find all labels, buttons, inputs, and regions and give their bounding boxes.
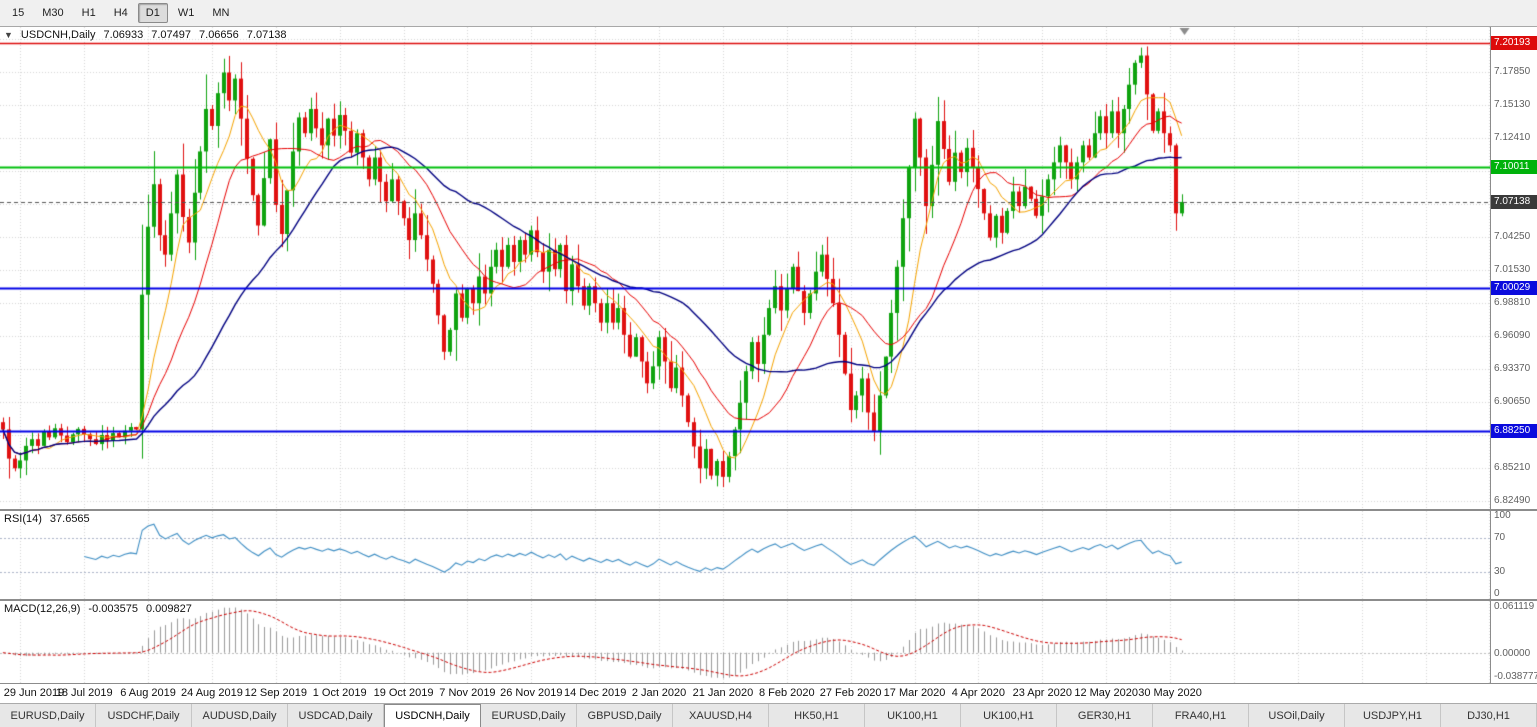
date-label: 4 Apr 2020 <box>951 687 1006 699</box>
chart-tab[interactable]: FRA40,H1 <box>1153 704 1249 727</box>
macd-signal-value: 0.009827 <box>145 603 192 615</box>
price-line-badge: 6.88250 <box>1491 424 1537 439</box>
date-label: 29 Jun 2019 <box>3 687 65 699</box>
main-chart-canvas[interactable] <box>0 27 1490 509</box>
timeframe-button-mn[interactable]: MN <box>212 7 230 19</box>
price-tick-label: 6.98810 <box>1494 297 1531 309</box>
date-axis[interactable]: 29 Jun 2019 18 Jul 2019 6 Aug 2019 24 Aug 2… <box>0 683 1537 703</box>
macd-label: MACD(12,26,9) -0.003575 0.009827 <box>4 603 192 615</box>
rsi-label: RSI(14) 37.6565 <box>4 513 90 525</box>
symbol-timeframe-label: USDCNH,Daily <box>20 29 96 41</box>
chart-tab[interactable]: DJ30,H1 <box>1441 704 1537 727</box>
chart-tab[interactable]: EURUSD,Daily <box>0 704 96 727</box>
rsi-pane: RSI(14) 37.6565 100 70 30 0 <box>0 509 1537 599</box>
macd-scale-label: 0.061119 <box>1494 601 1535 612</box>
rsi-scale-label: 100 <box>1494 511 1511 521</box>
rsi-indicator-name: RSI(14) <box>4 513 42 525</box>
price-line-badge: 7.00029 <box>1491 281 1537 296</box>
chart-tab[interactable]: USDJPY,H1 <box>1345 704 1441 727</box>
chart-tab[interactable]: GER30,H1 <box>1057 704 1153 727</box>
date-label: 12 May 2020 <box>1074 687 1138 699</box>
timeframe-button-h1[interactable]: H1 <box>81 7 96 19</box>
date-label: 19 Oct 2019 <box>373 687 434 699</box>
rsi-canvas[interactable] <box>0 511 1490 599</box>
date-label: 30 May 2020 <box>1138 687 1202 699</box>
price-line-badge: 7.10011 <box>1491 160 1537 175</box>
rsi-scale-label: 0 <box>1494 588 1500 599</box>
chart-tab[interactable]: GBPUSD,Daily <box>577 704 673 727</box>
ohlc-low: 7.06656 <box>199 29 239 41</box>
date-label: 12 Sep 2019 <box>244 687 308 699</box>
date-label: 21 Jan 2020 <box>692 687 754 699</box>
macd-scale-label: -0.038777 <box>1494 671 1537 682</box>
date-label: 24 Aug 2019 <box>181 687 243 699</box>
macd-scale-label: 0.00000 <box>1494 647 1531 659</box>
ohlc-open: 7.06933 <box>103 29 144 41</box>
ohlc-high: 7.07497 <box>151 29 192 41</box>
price-tick-label: 6.85210 <box>1494 462 1531 474</box>
timeframe-button-m30[interactable]: M30 <box>42 7 64 19</box>
price-line-badge: 7.07138 <box>1491 194 1537 209</box>
chart-tab[interactable]: USDCAD,Daily <box>288 704 384 727</box>
price-tick-label: 6.90650 <box>1494 396 1531 408</box>
chart-panes: ▼ USDCNH,Daily 7.06933 7.07497 7.06656 7… <box>0 27 1537 683</box>
price-tick-label: 6.96090 <box>1494 330 1531 342</box>
chart-tab-active[interactable]: USDCNH,Daily <box>384 704 481 727</box>
date-label: 7 Nov 2019 <box>439 687 496 699</box>
date-label: 17 Mar 2020 <box>883 687 946 699</box>
ohlc-close: 7.07138 <box>246 29 287 41</box>
macd-pane: MACD(12,26,9) -0.003575 0.009827 0.06111… <box>0 599 1537 683</box>
rsi-current-value: 37.6565 <box>49 513 90 525</box>
main-pane: ▼ USDCNH,Daily 7.06933 7.07497 7.06656 7… <box>0 27 1537 509</box>
chart-tab[interactable]: EURUSD,Daily <box>481 704 577 727</box>
timeframe-button-15[interactable]: 15 <box>12 7 25 19</box>
macd-scale[interactable]: 0.061119 0.00000 -0.038777 <box>1490 601 1537 683</box>
rsi-plot[interactable]: RSI(14) 37.6565 <box>0 511 1490 599</box>
main-plot[interactable]: ▼ USDCNH,Daily 7.06933 7.07497 7.06656 7… <box>0 27 1490 509</box>
price-line-badge: 7.20193 <box>1491 36 1537 51</box>
chart-tab[interactable]: USOil,Daily <box>1249 704 1345 727</box>
price-tick-label: 7.15130 <box>1494 98 1531 110</box>
chart-tab[interactable]: HK50,H1 <box>769 704 865 727</box>
price-tick-label: 7.04250 <box>1494 231 1531 243</box>
price-tick-label: 7.01530 <box>1494 264 1531 276</box>
timeframe-button-w1[interactable]: W1 <box>177 7 195 19</box>
date-label: 14 Dec 2019 <box>563 687 627 699</box>
date-label: 26 Nov 2019 <box>500 687 563 699</box>
timeframe-button-h4[interactable]: H4 <box>113 7 128 19</box>
timeframe-button-d1[interactable]: D1 <box>137 3 168 23</box>
date-label: 27 Feb 2020 <box>819 687 882 699</box>
date-label: 6 Aug 2019 <box>120 687 176 699</box>
macd-main-value: -0.003575 <box>88 603 138 615</box>
macd-canvas[interactable] <box>0 601 1490 683</box>
macd-indicator-name: MACD(12,26,9) <box>4 603 81 615</box>
rsi-scale[interactable]: 100 70 30 0 <box>1490 511 1537 599</box>
chart-tab[interactable]: XAUUSD,H4 <box>673 704 769 727</box>
date-label: 1 Oct 2019 <box>312 687 367 699</box>
price-tick-label: 6.93370 <box>1494 363 1531 375</box>
rsi-scale-label: 70 <box>1494 532 1506 544</box>
chart-tab[interactable]: UK100,H1 <box>865 704 961 727</box>
price-tick-label: 6.82490 <box>1494 495 1531 507</box>
chart-tab[interactable]: USDCHF,Daily <box>96 704 192 727</box>
price-tick-label: 7.12410 <box>1494 131 1531 143</box>
date-label: 8 Feb 2020 <box>758 687 815 699</box>
chart-tab[interactable]: UK100,H1 <box>961 704 1057 727</box>
macd-plot[interactable]: MACD(12,26,9) -0.003575 0.009827 <box>0 601 1490 683</box>
date-label: 23 Apr 2020 <box>1012 687 1072 699</box>
date-label: 2 Jan 2020 <box>631 687 687 699</box>
timeframe-toolbar: 15 M30 H1 H4 D1 W1 MN <box>0 0 1537 27</box>
main-price-scale[interactable]: 7.17850 7.15130 7.12410 7.04250 7.01530 6.988… <box>1490 27 1537 509</box>
chart-tab[interactable]: AUDUSD,Daily <box>192 704 288 727</box>
chart-tabs-bar: EURUSD,Daily USDCHF,Daily AUDUSD,Daily USDC… <box>0 703 1537 727</box>
date-label: 18 Jul 2019 <box>55 687 113 699</box>
chart-ohlc-label: ▼ USDCNH,Daily 7.06933 7.07497 7.06656 7… <box>4 29 287 41</box>
one-click-trading-arrow-icon[interactable]: ▼ <box>4 30 13 40</box>
price-tick-label: 7.17850 <box>1494 65 1531 77</box>
rsi-scale-label: 30 <box>1494 565 1506 577</box>
